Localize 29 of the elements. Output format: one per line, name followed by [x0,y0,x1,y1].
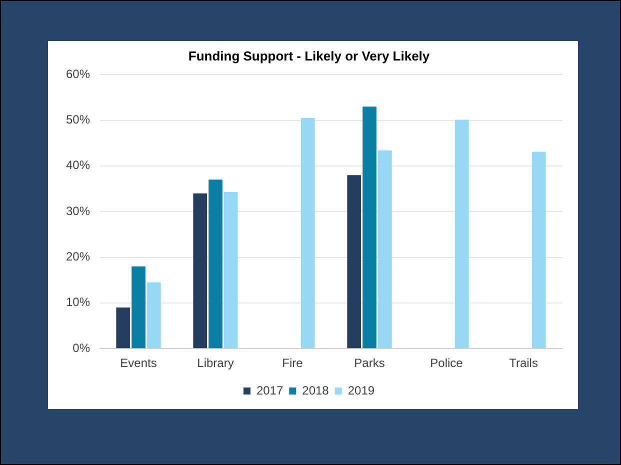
x-tick-label: Parks [354,356,385,370]
bar [300,118,315,348]
bar [347,175,362,348]
bar [146,282,161,348]
y-tick-label: 60% [66,66,90,81]
bar [208,180,222,348]
bar [454,120,469,348]
bar [532,152,546,348]
y-tick-label: 40% [66,158,90,172]
bar [224,192,238,348]
bar [193,193,208,348]
legend-label: 2019 [348,383,375,398]
y-tick-label: 10% [66,295,90,310]
bar [116,308,130,348]
x-tick-label: Trails [509,356,538,370]
y-tick-label: 50% [66,112,90,127]
y-tick-label: 0% [72,340,90,355]
x-tick-label: Events [120,356,157,370]
x-tick-label: Police [430,356,464,370]
y-tick-label: 30% [66,204,90,218]
x-tick-label: Fire [282,356,304,370]
x-tick-label: Library [197,356,234,370]
bar [132,266,146,348]
chart-title: Funding Support - Likely or Very Likely [188,48,430,64]
y-tick-label: 20% [66,250,90,264]
legend-label: 2018 [302,383,330,398]
bar [378,150,392,348]
bar [362,106,376,348]
legend-label: 2017 [256,383,284,398]
